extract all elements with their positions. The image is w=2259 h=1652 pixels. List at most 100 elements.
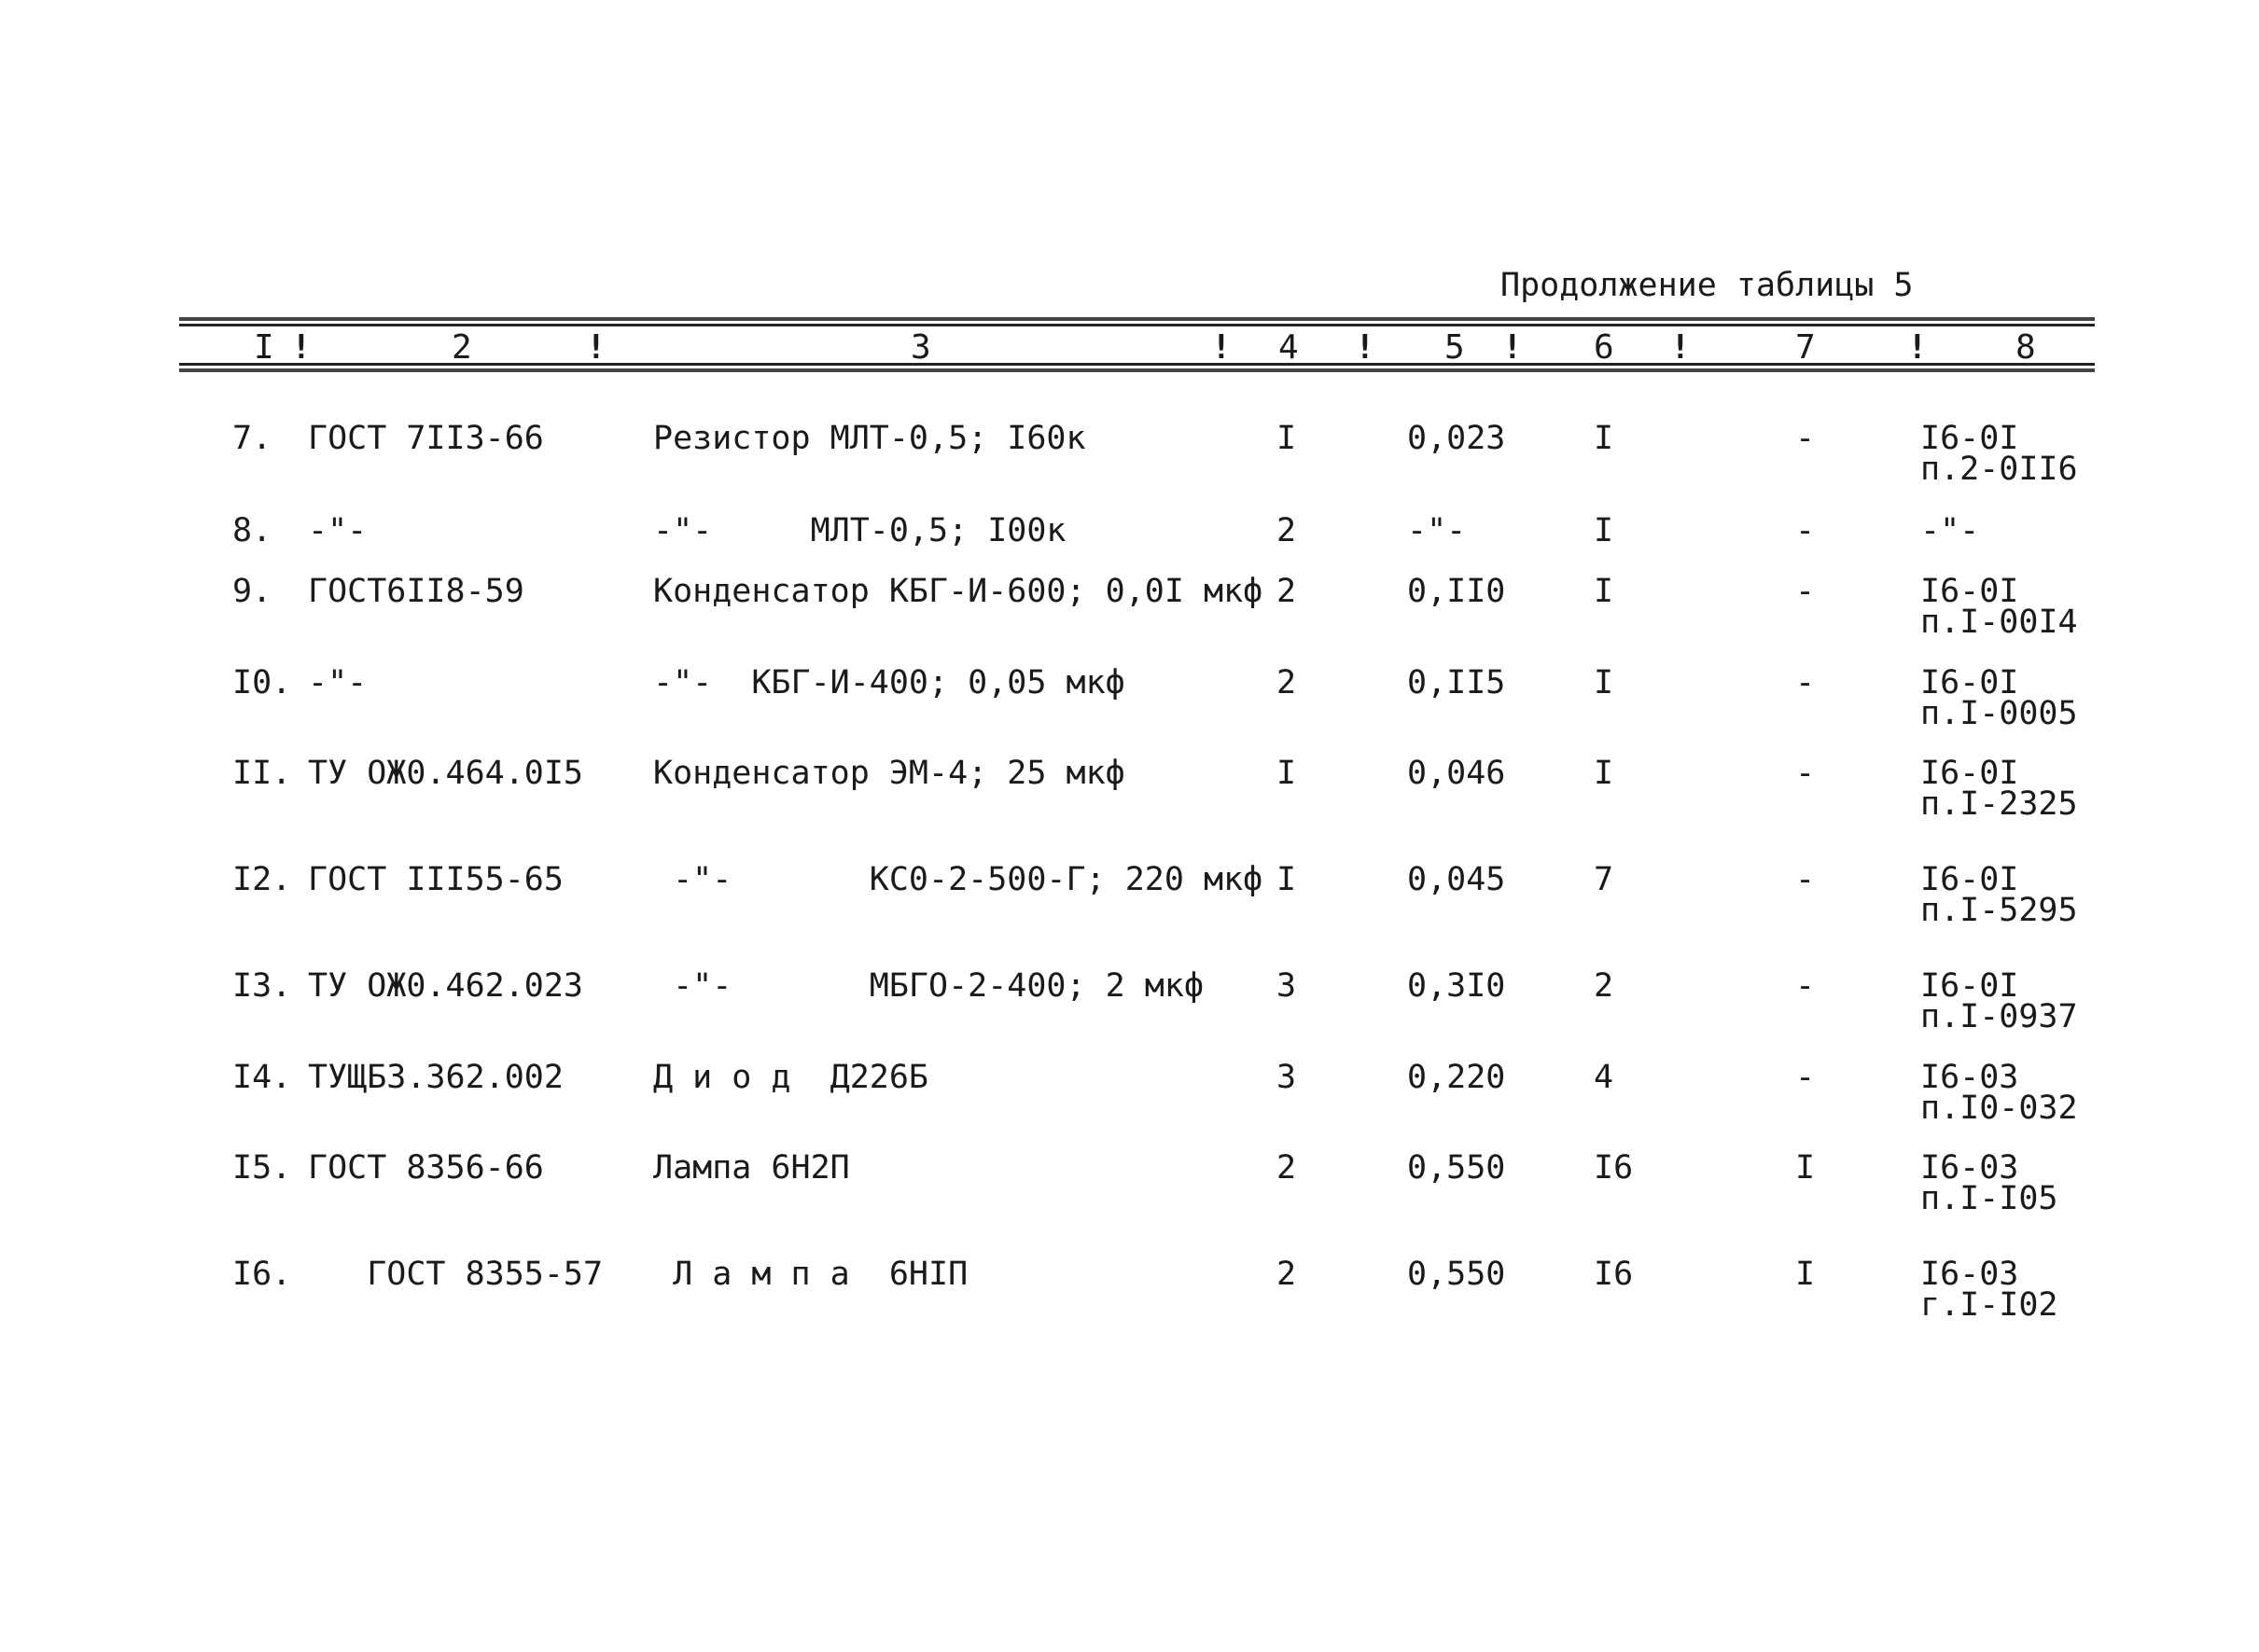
row-document: ГОСТ6II8-59	[308, 573, 524, 610]
row-mass: 0,II0	[1407, 573, 1506, 610]
row-name: -"- КС0-2-500-Г; 220 мкф	[653, 861, 1263, 898]
row-col7: -	[1795, 1059, 1816, 1096]
header-col-2: 2	[452, 328, 472, 367]
row-mass: 0,550	[1407, 1256, 1506, 1293]
row-document: ТУ ОЖ0.464.0I5	[308, 755, 584, 792]
row-name: Л а м п а 6НІП	[653, 1256, 969, 1293]
row-ref-line1: I6-0I	[1920, 664, 2019, 701]
row-quantity: I	[1276, 861, 1297, 898]
row-ref-line1: I6-03	[1920, 1059, 2019, 1096]
row-col7: -	[1795, 664, 1816, 701]
row-ref-line2: п.2-0II6	[1920, 451, 2078, 488]
row-quantity: 3	[1276, 1059, 1297, 1096]
row-document: ГОСТ 8355-57	[308, 1256, 604, 1293]
header-col-1: I	[254, 328, 274, 367]
header-top-rule-inner	[179, 324, 2095, 326]
row-col6: I6	[1594, 1149, 1634, 1187]
row-quantity: 2	[1276, 512, 1297, 549]
header-separator: !	[1211, 328, 1232, 367]
row-mass: 0,220	[1407, 1059, 1506, 1096]
header-separator: !	[1670, 328, 1691, 367]
row-name: Д и о д Д226Б	[653, 1059, 929, 1096]
row-quantity: 2	[1276, 1256, 1297, 1293]
row-document: ГОСТ 8356-66	[308, 1149, 544, 1187]
header-col-7: 7	[1795, 328, 1816, 367]
header-separator: !	[1355, 328, 1375, 367]
row-document: ТУЩБЗ.362.002	[308, 1059, 564, 1096]
row-quantity: 2	[1276, 1149, 1297, 1187]
row-mass: 0,3I0	[1407, 967, 1506, 1005]
row-number: 9.	[232, 573, 272, 610]
row-document: ГОСТ III55-65	[308, 861, 564, 898]
row-number: 7.	[232, 420, 272, 457]
header-separator: !	[586, 328, 607, 367]
row-col6: I	[1594, 755, 1614, 792]
row-mass: 0,550	[1407, 1149, 1506, 1187]
row-col6: I	[1594, 573, 1614, 610]
row-col6: 7	[1594, 861, 1614, 898]
row-number: I0.	[232, 664, 292, 701]
row-number: I4.	[232, 1059, 292, 1096]
row-number: I2.	[232, 861, 292, 898]
header-bottom-rule-outer	[179, 368, 2095, 372]
row-document: -"-	[308, 512, 368, 549]
row-number: I6.	[232, 1256, 292, 1293]
header-top-rule	[179, 317, 2095, 321]
row-col7: -	[1795, 420, 1816, 457]
row-mass: 0,046	[1407, 755, 1506, 792]
row-ref-line2: п.I-0937	[1920, 998, 2078, 1035]
row-ref-line2: г.I-I02	[1920, 1286, 2058, 1324]
row-col7: -	[1795, 512, 1816, 549]
table-caption: Продолжение таблицы 5	[1500, 267, 1914, 304]
row-ref-line1: I6-03	[1920, 1149, 2019, 1187]
row-ref-line2: п.I-I05	[1920, 1180, 2058, 1217]
row-ref-line1: I6-0I	[1920, 573, 2019, 610]
row-number: 8.	[232, 512, 272, 549]
header-separator: !	[1502, 328, 1523, 367]
header-col-6: 6	[1594, 328, 1614, 367]
row-col6: I	[1594, 664, 1614, 701]
header-col-3: 3	[911, 328, 931, 367]
row-ref-line2: п.I0-032	[1920, 1090, 2078, 1127]
row-mass: 0,II5	[1407, 664, 1506, 701]
row-quantity: 3	[1276, 967, 1297, 1005]
row-col7: -	[1795, 755, 1816, 792]
row-ref-line1: I6-0I	[1920, 861, 2019, 898]
row-ref-line2: п.I-5295	[1920, 892, 2078, 929]
row-quantity: I	[1276, 755, 1297, 792]
row-document: -"-	[308, 664, 368, 701]
row-col6: 2	[1594, 967, 1614, 1005]
row-document: ГОСТ 7II3-66	[308, 420, 544, 457]
row-col7: -	[1795, 861, 1816, 898]
header-col-8: 8	[2015, 328, 2036, 367]
row-name: -"- МБГО-2-400; 2 мкф	[653, 967, 1205, 1005]
row-mass: 0,023	[1407, 420, 1506, 457]
row-number: I5.	[232, 1149, 292, 1187]
row-mass: 0,045	[1407, 861, 1506, 898]
row-name: -"- МЛТ-0,5; I00к	[653, 512, 1067, 549]
row-col7: I	[1795, 1256, 1816, 1293]
row-quantity: I	[1276, 420, 1297, 457]
row-name: Конденсатор КБГ-И-600; 0,0I мкф	[653, 573, 1263, 610]
row-col6: I6	[1594, 1256, 1634, 1293]
row-ref-line2: п.I-00I4	[1920, 604, 2078, 641]
row-col7: I	[1795, 1149, 1816, 1187]
header-separator: !	[1907, 328, 1928, 367]
row-ref-line1: I6-03	[1920, 1256, 2019, 1293]
row-name: Резистор МЛТ-0,5; I60к	[653, 420, 1086, 457]
row-number: I3.	[232, 967, 292, 1005]
row-ref-line1: I6-0I	[1920, 967, 2019, 1005]
row-name: -"- КБГ-И-400; 0,05 мкф	[653, 664, 1125, 701]
row-ref-line1: I6-0I	[1920, 755, 2019, 792]
row-number: II.	[232, 755, 292, 792]
row-name: Лампа 6Н2П	[653, 1149, 850, 1187]
row-ref-line1: -"-	[1920, 512, 1980, 549]
row-ref-line2: п.I-0005	[1920, 695, 2078, 732]
row-ref-line1: I6-0I	[1920, 420, 2019, 457]
row-name: Конденсатор ЭМ-4; 25 мкф	[653, 755, 1125, 792]
row-col7: -	[1795, 967, 1816, 1005]
row-quantity: 2	[1276, 664, 1297, 701]
row-ref-line2: п.I-2325	[1920, 785, 2078, 823]
row-col6: I	[1594, 420, 1614, 457]
row-mass: -"-	[1407, 512, 1467, 549]
